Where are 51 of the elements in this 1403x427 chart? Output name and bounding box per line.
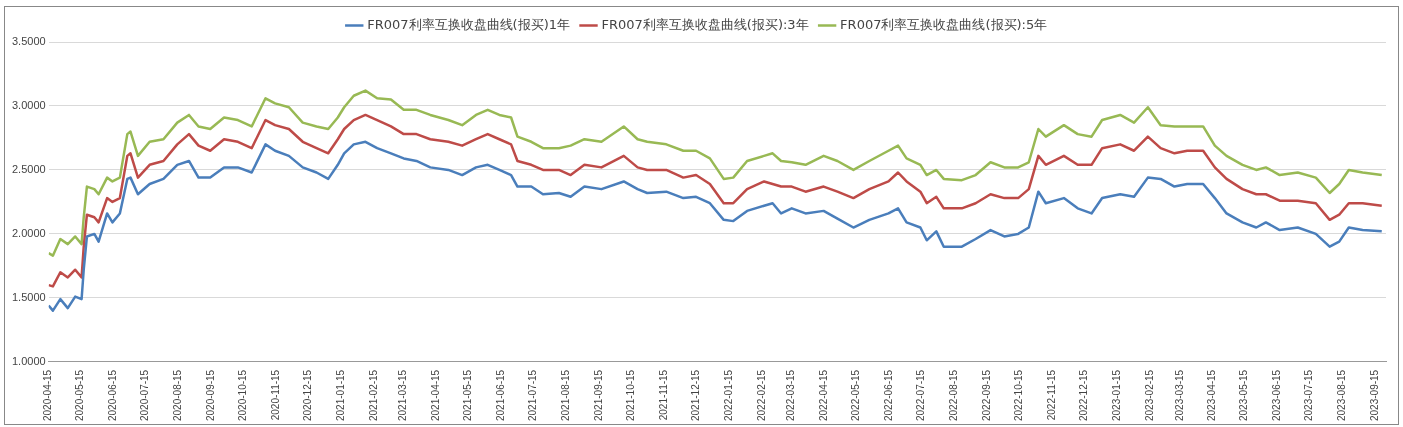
x-tick-label: 2023-06-15 (1271, 369, 1283, 421)
y-tick-label: 3.0000 (11, 99, 46, 111)
legend-label: FR007利率互换收盘曲线(报买):5年 (840, 16, 1048, 32)
y-tick-label: 1.5000 (11, 290, 46, 303)
x-tick-label: 2023-03-15 (1173, 369, 1185, 421)
x-tick-label: 2022-02-15 (755, 369, 767, 421)
x-tick-label: 2021-06-15 (495, 369, 507, 421)
x-tick-label: 2020-12-15 (301, 369, 313, 421)
x-tick-label: 2020-10-15 (236, 369, 248, 421)
x-tick-label: 2023-09-15 (1369, 369, 1381, 421)
x-tick-label: 2020-05-15 (74, 369, 86, 421)
x-tick-label: 2021-09-15 (593, 369, 605, 421)
x-tick-label: 2021-12-15 (689, 369, 701, 421)
x-tick-label: 2020-11-15 (269, 369, 281, 421)
x-tick-label: 2022-10-15 (1012, 369, 1024, 421)
x-tick-label: 2020-07-15 (139, 369, 151, 421)
y-tick-label: 2.5000 (11, 162, 46, 175)
x-tick-label: 2022-05-15 (850, 369, 862, 421)
x-tick-label: 2021-01-15 (334, 369, 346, 421)
x-tick-label: 2022-06-15 (883, 369, 895, 421)
x-tick-label: 2023-04-15 (1206, 369, 1218, 421)
y-tick-label: 2.0000 (11, 226, 46, 239)
x-tick-label: 2021-08-15 (560, 369, 572, 421)
x-tick-label: 2021-11-15 (657, 369, 669, 421)
x-tick-label: 2021-03-15 (397, 369, 409, 421)
x-tick-label: 2021-05-15 (462, 369, 474, 421)
x-tick-label: 2020-04-15 (42, 369, 54, 421)
x-tick-label: 2023-05-15 (1238, 369, 1250, 421)
x-tick-label: 2022-03-15 (785, 369, 797, 421)
x-tick-label: 2020-08-15 (172, 369, 184, 421)
x-tick-label: 2022-09-15 (981, 369, 993, 421)
x-tick-label: 2022-12-15 (1077, 369, 1089, 421)
legend-label: FR007利率互换收盘曲线(报买)1年 (367, 16, 571, 32)
x-tick-label: 2021-02-15 (367, 369, 379, 421)
y-tick-label: 1.0000 (11, 354, 46, 367)
x-tick-label: 2022-08-15 (948, 369, 960, 421)
x-tick-label: 2021-04-15 (430, 369, 442, 421)
x-tick-label: 2022-11-15 (1045, 369, 1057, 421)
x-tick-label: 2022-07-15 (915, 369, 927, 421)
x-tick-label: 2022-01-15 (722, 369, 734, 421)
x-tick-label: 2023-08-15 (1336, 369, 1348, 421)
x-tick-label: 2023-02-15 (1143, 369, 1155, 421)
x-tick-label: 2021-10-15 (624, 369, 636, 421)
x-tick-label: 2023-01-15 (1110, 369, 1122, 421)
x-tick-label: 2021-07-15 (527, 369, 539, 421)
x-tick-label: 2020-06-15 (107, 369, 119, 421)
x-tick-label: 2022-04-15 (818, 369, 830, 421)
x-tick-label: 2020-09-15 (205, 369, 217, 421)
legend-label: FR007利率互换收盘曲线(报买):3年 (601, 16, 809, 32)
y-tick-label: 3.5000 (11, 35, 46, 48)
x-tick-label: 2023-07-15 (1303, 369, 1315, 421)
